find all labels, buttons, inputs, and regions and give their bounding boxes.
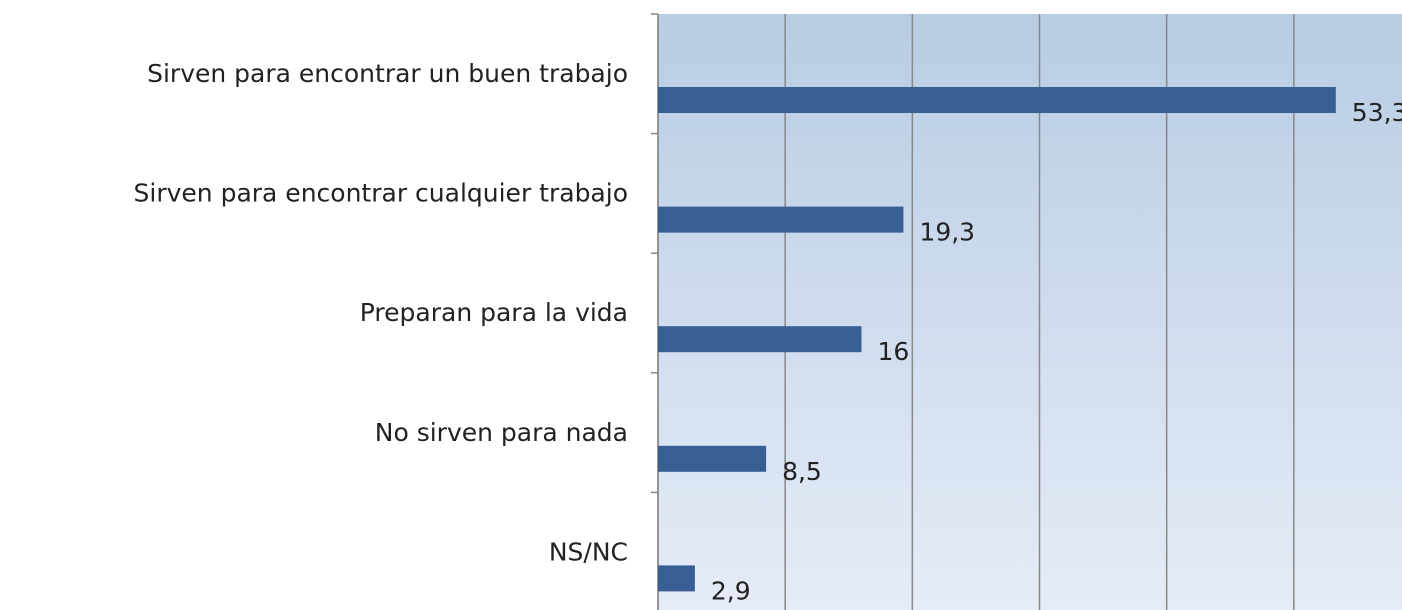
category-label: NS/NC	[549, 537, 628, 566]
category-label: No sirven para nada	[375, 418, 628, 447]
bar	[658, 206, 904, 233]
bar	[658, 565, 695, 592]
value-label: 8,5	[782, 457, 822, 486]
value-label: 16	[877, 337, 909, 366]
value-label: 19,3	[919, 218, 975, 247]
bar	[658, 326, 862, 353]
bar	[658, 87, 1336, 113]
bar	[658, 445, 767, 472]
category-label: Preparan para la vida	[360, 298, 628, 327]
category-label: Sirven para encontrar cualquier trabajo	[134, 179, 628, 208]
category-label: Sirven para encontrar un buen trabajo	[147, 59, 628, 88]
value-label: 2,9	[711, 576, 751, 605]
plot-area	[658, 14, 1402, 610]
value-label: 53,3	[1352, 98, 1402, 127]
